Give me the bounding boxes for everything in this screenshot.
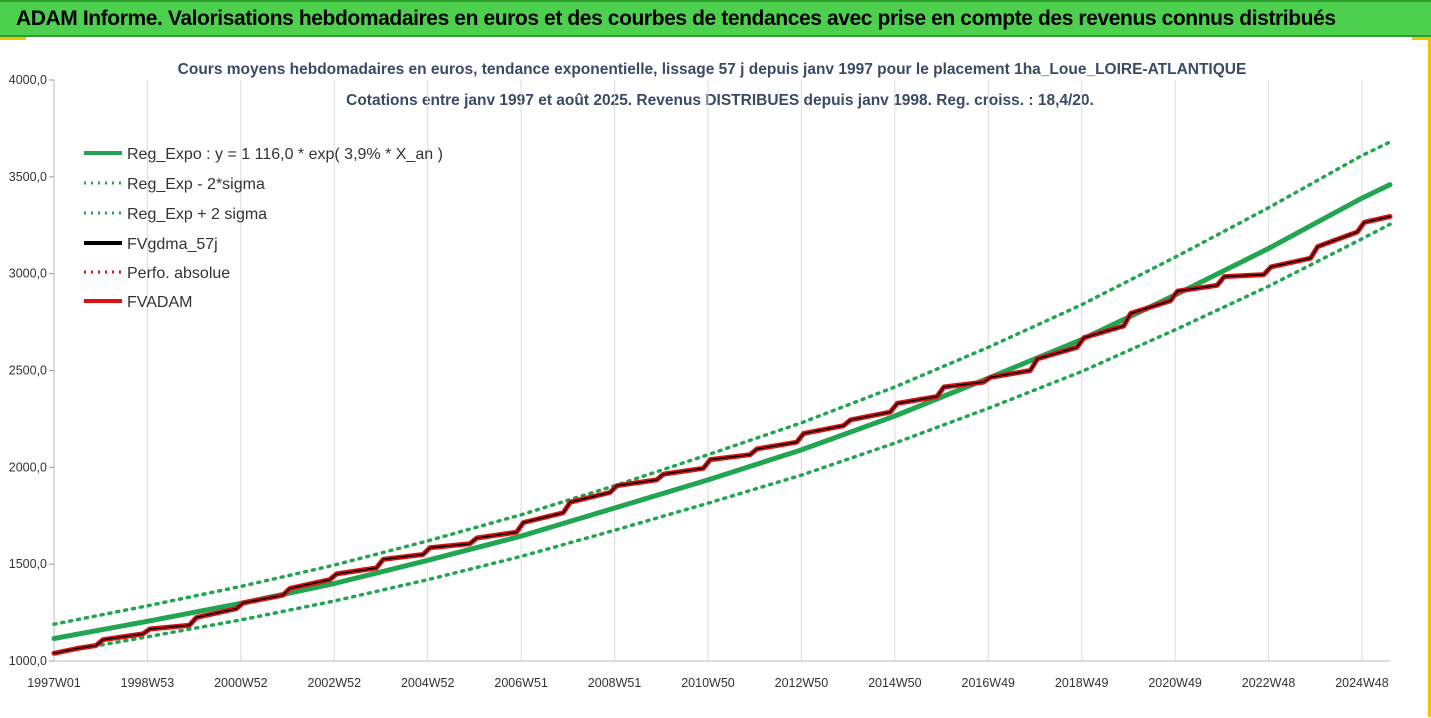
legend-entry-label: FVgdma_57j bbox=[127, 236, 218, 253]
x-tick-label: 2016W49 bbox=[962, 676, 1016, 690]
x-tick-label: 2018W49 bbox=[1055, 676, 1109, 690]
x-tick-label: 2010W50 bbox=[681, 676, 735, 690]
chart-title: Cours moyens hebdomadaires en euros, ten… bbox=[178, 61, 1247, 78]
series-reg-expo bbox=[51, 182, 1393, 641]
x-tick-label: 2012W50 bbox=[775, 676, 829, 690]
legend: Reg_Expo : y = 1 116,0 * exp( 3,9% * X_a… bbox=[84, 146, 443, 311]
trend-chart: Cours moyens hebdomadaires en euros, ten… bbox=[9, 61, 1393, 690]
y-tick-label: 1000,0 bbox=[9, 654, 47, 668]
x-tick-label: 2024W48 bbox=[1335, 676, 1389, 690]
corner-accent-top-right bbox=[1412, 37, 1431, 40]
chart-subtitle: Cotations entre janv 1997 et août 2025. … bbox=[346, 92, 1094, 109]
x-tick-label: 1998W53 bbox=[121, 676, 175, 690]
x-tick-label: 2020W49 bbox=[1148, 676, 1202, 690]
x-tick-label: 2022W48 bbox=[1242, 676, 1296, 690]
corner-accent-right bbox=[1428, 37, 1431, 717]
legend-entry-label: FVADAM bbox=[127, 294, 192, 311]
x-tick-label: 2006W51 bbox=[494, 676, 548, 690]
legend-entry-label: Reg_Exp + 2 sigma bbox=[127, 206, 267, 223]
grid-lines bbox=[53, 80, 1363, 661]
series-fvadam bbox=[51, 214, 1393, 656]
y-tick-label: 2500,0 bbox=[9, 364, 47, 378]
x-tick-label: 2014W50 bbox=[868, 676, 922, 690]
series-reg-exp-plus bbox=[52, 140, 1392, 626]
x-tick-label: 1997W01 bbox=[27, 676, 81, 690]
y-tick-label: 2000,0 bbox=[9, 460, 47, 474]
x-tick-label: 2000W52 bbox=[214, 676, 268, 690]
series-reg-exp-minus bbox=[52, 222, 1392, 656]
legend-entry-label: Reg_Expo : y = 1 116,0 * exp( 3,9% * X_a… bbox=[127, 146, 443, 163]
y-tick-label: 3500,0 bbox=[9, 170, 47, 184]
axes: 1997W01 1998W53 2000W52 2002W52 2004W52 2006W… bbox=[9, 73, 1390, 690]
corner-accent-top-left bbox=[0, 37, 26, 40]
x-tick-label: 2008W51 bbox=[588, 676, 642, 690]
series-fvgdma bbox=[53, 215, 1391, 655]
x-tick-label: 2004W52 bbox=[401, 676, 455, 690]
x-tick-label: 2002W52 bbox=[308, 676, 362, 690]
header-banner: ADAM Informe. Valorisations hebdomadaire… bbox=[0, 0, 1431, 37]
y-tick-label: 4000,0 bbox=[9, 73, 47, 87]
legend-entry-label: Perfo. absolue bbox=[127, 265, 230, 282]
series-group bbox=[51, 140, 1393, 656]
banner-title: ADAM Informe. Valorisations hebdomadaire… bbox=[16, 7, 1336, 30]
y-tick-label: 1500,0 bbox=[9, 557, 47, 571]
legend-entry-label: Reg_Exp - 2*sigma bbox=[127, 176, 265, 193]
y-tick-label: 3000,0 bbox=[9, 267, 47, 281]
